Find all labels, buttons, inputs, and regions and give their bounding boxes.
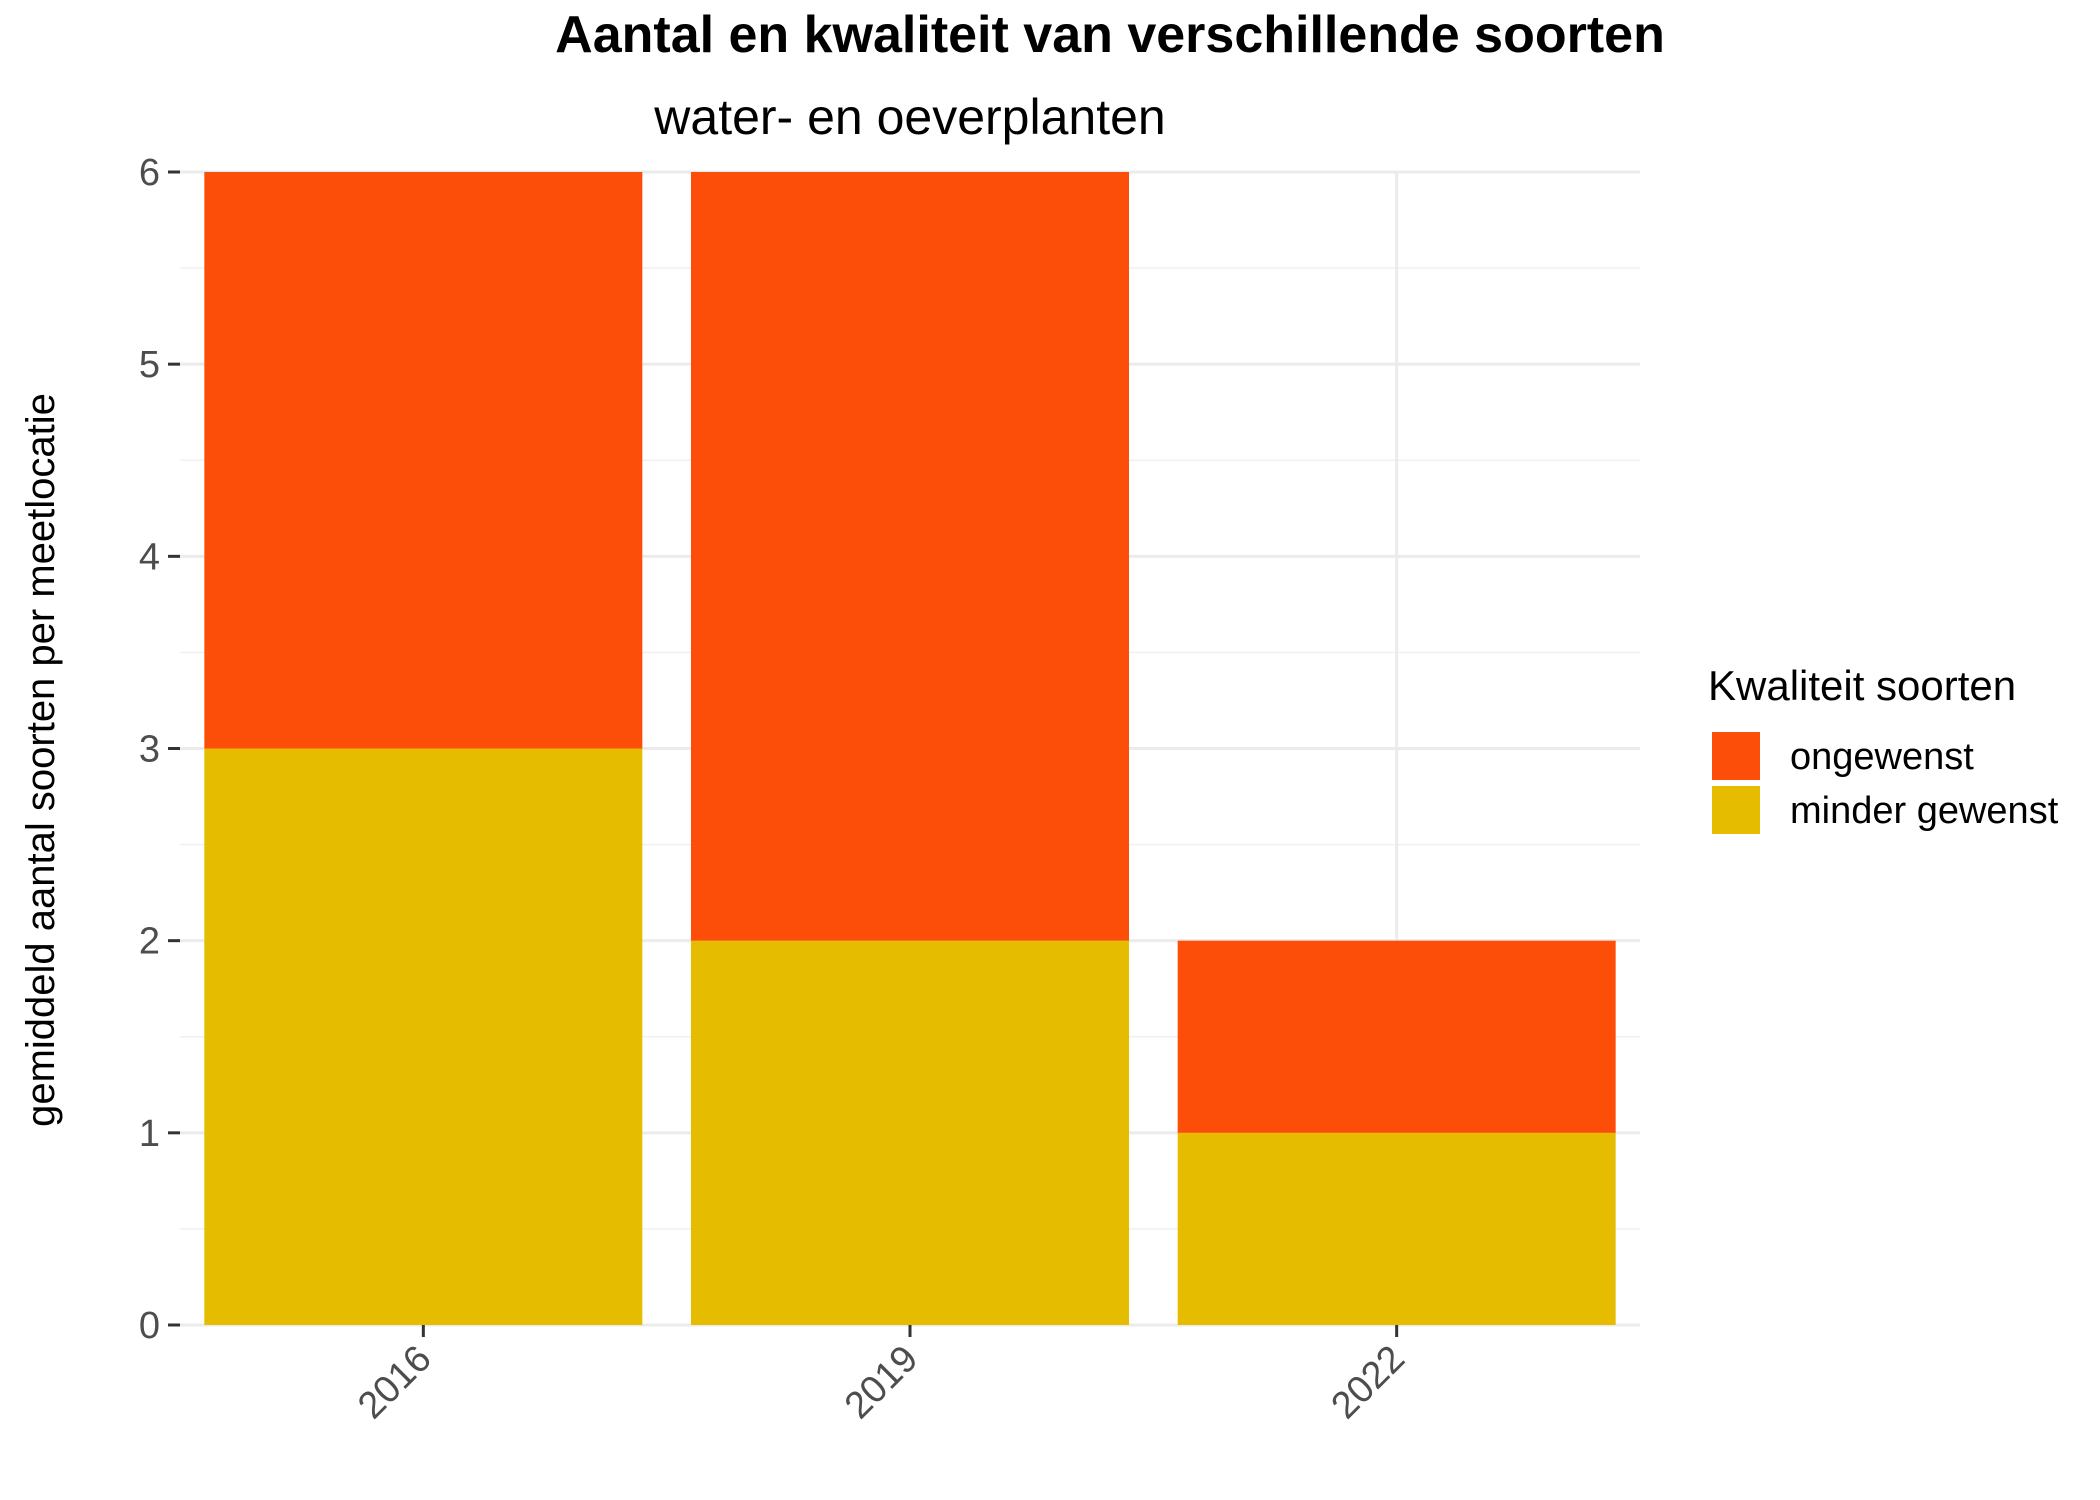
y-tick-label: 5: [139, 344, 160, 386]
y-tick-label: 3: [139, 729, 160, 771]
chart-title: Aantal en kwaliteit van verschillende so…: [555, 6, 1665, 64]
legend-swatch: [1712, 732, 1760, 780]
legend-label: ongewenst: [1790, 736, 1974, 778]
y-tick-label: 2: [139, 921, 160, 963]
bar-2016-ongewenst: [204, 172, 643, 749]
bar-2016-minder-gewenst: [204, 748, 643, 1325]
legend-label: minder gewenst: [1790, 790, 2059, 832]
y-tick-label: 0: [139, 1305, 160, 1347]
bar-2022-ongewenst: [1177, 940, 1616, 1133]
x-tick-label: 2019: [837, 1338, 926, 1427]
x-axis: 2016 2019 2022: [350, 1325, 1413, 1427]
chart-subtitle: water- en oeverplanten: [653, 89, 1165, 145]
legend-title: Kwaliteit soorten: [1708, 662, 2016, 709]
x-tick-label: 2016: [350, 1338, 439, 1427]
bars: [204, 172, 1616, 1325]
bar-2019-minder-gewenst: [691, 940, 1129, 1325]
y-tick-label: 4: [139, 536, 160, 578]
y-axis-title: gemiddeld aantal soorten per meetlocatie: [19, 393, 63, 1127]
legend-swatch: [1712, 786, 1760, 834]
y-axis: 0 1 2 3 4 5 6: [139, 152, 180, 1347]
bar-2022-minder-gewenst: [1177, 1132, 1616, 1325]
bar-2019-ongewenst: [691, 172, 1129, 941]
x-tick-label: 2022: [1324, 1338, 1413, 1427]
y-tick-label: 6: [139, 152, 160, 194]
y-tick-label: 1: [139, 1113, 160, 1155]
legend: Kwaliteit soorten ongewenst minder gewens…: [1708, 662, 2059, 834]
